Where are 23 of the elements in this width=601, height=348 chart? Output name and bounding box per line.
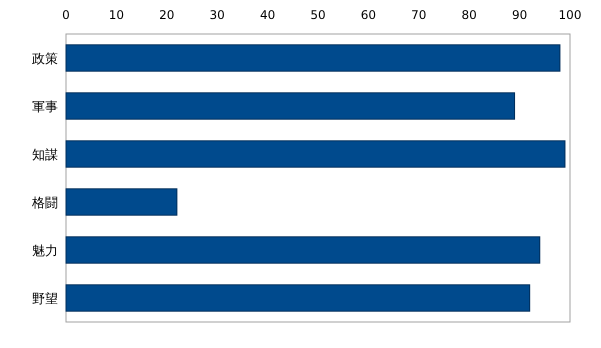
x-tick-label: 100 <box>558 8 582 22</box>
x-tick-label: 90 <box>512 8 528 22</box>
x-tick-label: 30 <box>210 8 225 22</box>
bar <box>66 188 178 216</box>
x-tick-label: 10 <box>108 8 124 22</box>
bar <box>66 284 530 312</box>
x-tick-label: 40 <box>260 8 276 22</box>
y-tick-label: 魅力 <box>32 244 58 259</box>
x-tick-label: 50 <box>310 8 326 22</box>
y-tick-label: 軍事 <box>32 100 58 115</box>
y-tick-label: 格闘 <box>31 196 58 211</box>
bar <box>66 92 516 120</box>
x-tick-label: 0 <box>62 8 70 22</box>
x-tick-label: 70 <box>411 8 426 22</box>
y-tick-label: 政策 <box>32 52 58 67</box>
y-tick-label: 知謀 <box>32 148 58 163</box>
x-tick-label: 80 <box>462 8 477 22</box>
x-tick-label: 60 <box>360 8 376 22</box>
bar <box>66 44 560 72</box>
bar <box>66 236 540 264</box>
x-tick-label: 20 <box>159 8 174 22</box>
y-tick-label: 野望 <box>32 292 58 307</box>
bar <box>66 140 566 168</box>
